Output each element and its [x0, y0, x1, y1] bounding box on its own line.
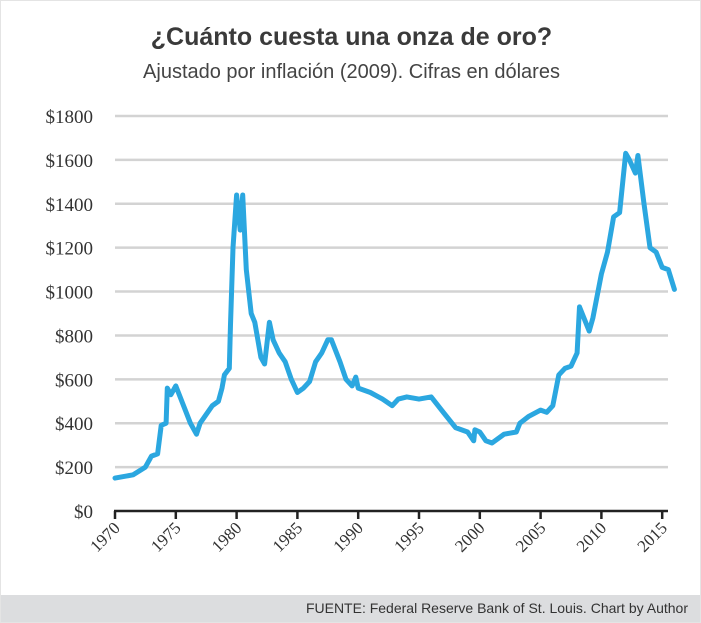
y-tick-label: $0 [74, 502, 93, 523]
source-note: FUENTE: Federal Reserve Bank of St. Loui… [305, 600, 688, 616]
x-tick-label: 1990 [330, 518, 367, 555]
x-tick-label: 1975 [147, 518, 184, 555]
footer-bar: FUENTE: Federal Reserve Bank of St. Loui… [1, 595, 700, 622]
y-tick-label: $800 [55, 326, 93, 347]
x-tick-label: 2015 [634, 518, 671, 555]
y-tick-label: $1200 [46, 239, 94, 260]
y-tick-label: $200 [55, 458, 93, 479]
x-tick-label: 2005 [512, 518, 549, 555]
chart-subtitle: Ajustado por inflación (2009). Cifras en… [143, 61, 560, 83]
series-line-gold-price [112, 150, 677, 481]
x-tick-label: 2010 [573, 518, 610, 555]
y-tick-label: $1800 [46, 107, 94, 128]
y-tick-label: $1400 [46, 195, 94, 216]
x-tick-label: 2000 [451, 518, 488, 555]
x-tick-label: 1970 [86, 518, 123, 555]
y-tick-label: $400 [55, 414, 93, 435]
x-tick-label: 1980 [208, 518, 245, 555]
x-tick-label: 1985 [269, 518, 306, 555]
chart-title: ¿Cuánto cuesta una onza de oro? [150, 23, 553, 51]
x-tick-label: 1995 [390, 518, 427, 555]
y-tick-label: $1600 [46, 151, 94, 172]
y-tick-label: $600 [55, 370, 93, 391]
y-tick-label: $1000 [46, 283, 94, 304]
